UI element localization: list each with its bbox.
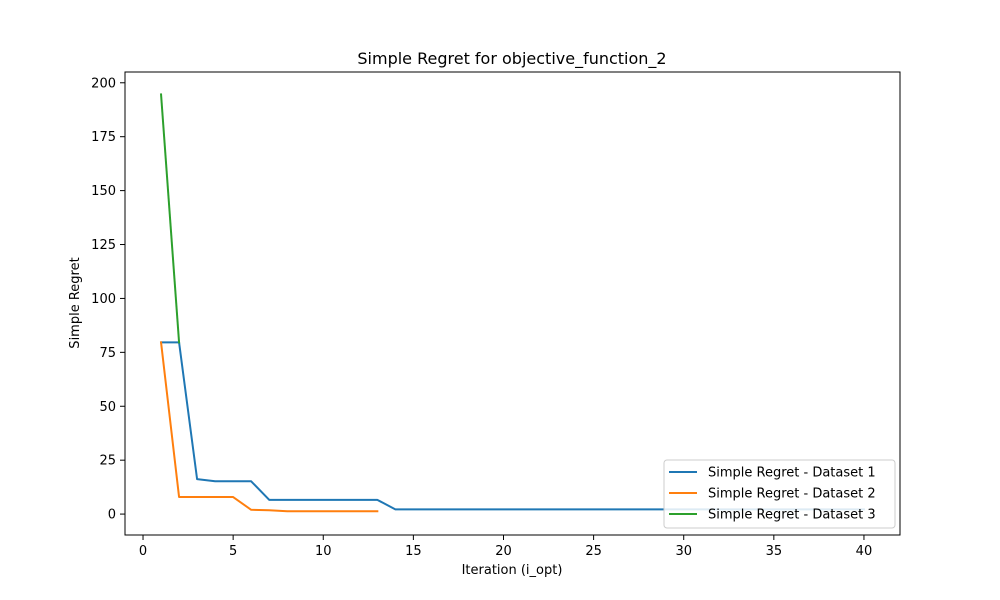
- y-tick-label: 150: [91, 184, 116, 199]
- plot-frame: [124, 71, 901, 536]
- y-tick-label: 75: [99, 346, 116, 361]
- x-tick-label: 5: [229, 544, 237, 559]
- y-axis-label: Simple Regret: [68, 257, 83, 348]
- chart-title: Simple Regret for objective_function_2: [357, 49, 666, 69]
- y-tick-label: 0: [108, 508, 116, 523]
- y-tick-label: 100: [91, 292, 116, 307]
- legend-items: Simple Regret - Dataset 1 Simple Regret -…: [669, 466, 876, 523]
- legend-label-dataset-2: Simple Regret - Dataset 2: [708, 487, 876, 502]
- plot-area: 0 5 10 15 20 25 30 35 40 0 25 50 75 100 125 150 175 200: [91, 71, 901, 559]
- x-tick-label: 35: [766, 544, 783, 559]
- x-tick-label: 20: [495, 544, 512, 559]
- legend-box: [663, 459, 896, 529]
- y-tick-label: 25: [99, 454, 116, 469]
- x-tick-label: 10: [315, 544, 332, 559]
- y-tick-label: 175: [91, 130, 116, 145]
- series-layer: [159, 93, 865, 513]
- x-tick-label: 15: [405, 544, 422, 559]
- x-tick-label: 0: [139, 544, 147, 559]
- x-tick-label: 30: [675, 544, 692, 559]
- x-axis-label: Iteration (i_opt): [462, 563, 563, 578]
- y-tick-label: 200: [91, 76, 116, 91]
- y-tick-label: 125: [91, 238, 116, 253]
- x-tick-label: 25: [585, 544, 602, 559]
- x-axis-ticks: 0 5 10 15 20 25 30 35 40: [139, 535, 872, 559]
- series-line-dataset-3: [159, 93, 181, 344]
- x-tick-label: 40: [856, 544, 873, 559]
- series-line-dataset-2: [159, 341, 379, 513]
- y-tick-label: 50: [99, 400, 116, 415]
- legend: Simple Regret - Dataset 1 Simple Regret -…: [663, 459, 896, 529]
- legend-label-dataset-3: Simple Regret - Dataset 3: [708, 508, 876, 523]
- legend-label-dataset-1: Simple Regret - Dataset 1: [708, 466, 876, 481]
- y-axis-ticks: 0 25 50 75 100 125 150 175 200: [91, 76, 125, 523]
